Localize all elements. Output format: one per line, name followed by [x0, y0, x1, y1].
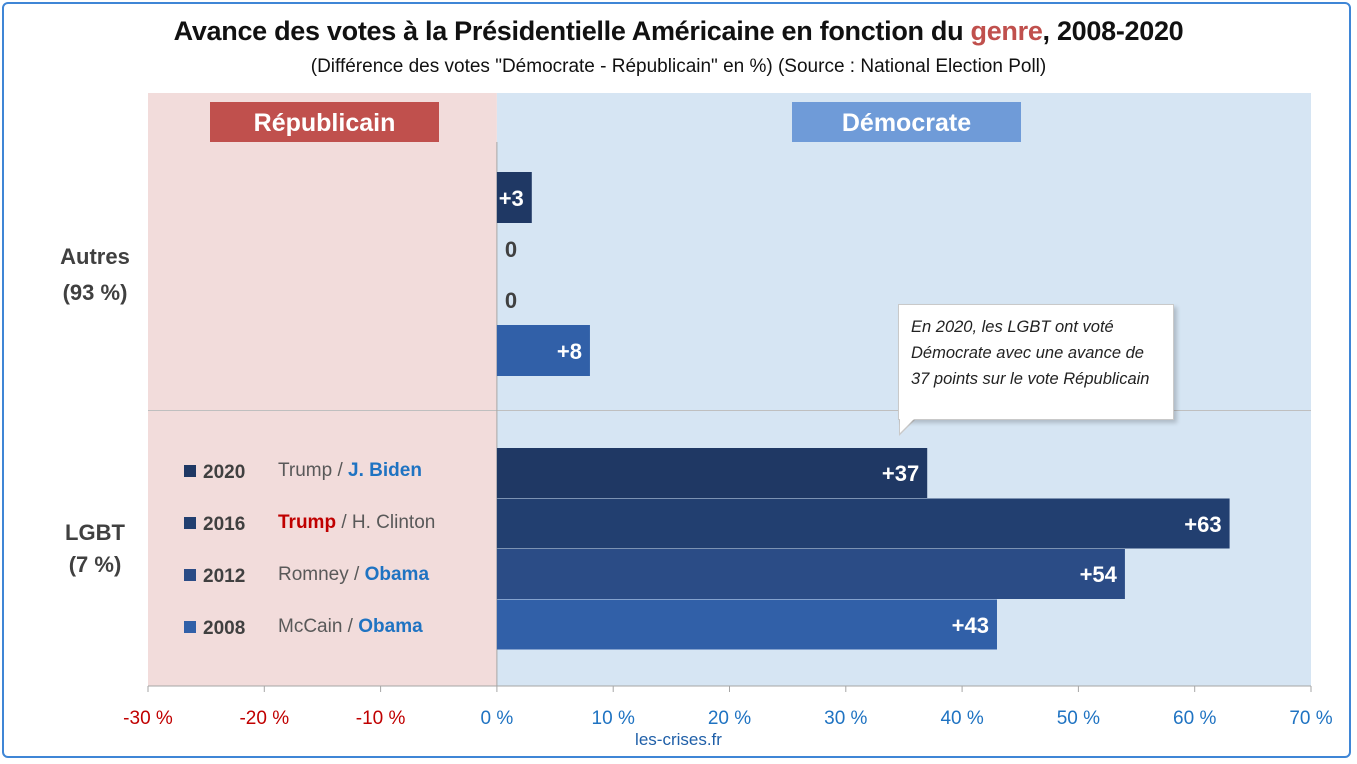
legend-candidates: Trump / H. Clinton	[278, 512, 435, 533]
title-prefix: Avance des votes à la Présidentielle Amé…	[173, 16, 971, 46]
legend-dem-winner: Obama	[365, 564, 430, 585]
data-label: +8	[557, 339, 582, 364]
legend-separator: /	[332, 460, 348, 481]
legend-separator: /	[349, 564, 365, 585]
bar-lgbt-2012	[496, 549, 1125, 599]
legend-year: 2016	[203, 514, 245, 535]
x-tick-label: 0 %	[481, 708, 514, 729]
legend-rep: Romney	[278, 564, 349, 585]
x-tick-label: -20 %	[239, 708, 289, 729]
callout-box: En 2020, les LGBT ont voté Démocrate ave…	[898, 304, 1174, 420]
bar-autres-2008	[496, 325, 590, 376]
legend-rep-winner: Trump	[278, 512, 336, 533]
legend-year: 2020	[203, 462, 245, 483]
x-tick-label: 50 %	[1057, 708, 1100, 729]
bar-autres-2020	[496, 172, 532, 223]
legend-swatch-2020	[184, 465, 196, 477]
title-suffix: , 2008-2020	[1042, 16, 1184, 46]
x-tick-label: -30 %	[123, 708, 173, 729]
democrat-header	[792, 102, 1021, 142]
x-tick-label: 60 %	[1173, 708, 1216, 729]
title-highlight: genre	[970, 16, 1043, 46]
legend-dem: H. Clinton	[352, 512, 435, 533]
data-label: +43	[952, 613, 989, 638]
x-tick-label: 10 %	[592, 708, 635, 729]
legend-swatch-2016	[184, 517, 196, 529]
legend-separator: /	[342, 616, 358, 637]
x-tick-label: 70 %	[1289, 708, 1332, 729]
legend-dem-winner: J. Biden	[348, 460, 422, 481]
category-share: (7 %)	[69, 552, 122, 577]
democrat-header-label: Démocrate	[842, 109, 971, 137]
chart-subtitle: (Différence des votes "Démocrate - Répub…	[310, 56, 1047, 77]
data-label: 0	[505, 288, 517, 313]
republican-header	[210, 102, 439, 142]
legend-swatch-2012	[184, 569, 196, 581]
chart-title: Avance des votes à la Présidentielle Amé…	[0, 16, 1357, 47]
legend-rep: Trump	[278, 460, 332, 481]
data-label: +54	[1080, 562, 1118, 587]
legend-candidates: McCain / Obama	[278, 616, 423, 637]
data-label: 0	[505, 237, 517, 262]
legend-dem-winner: Obama	[358, 616, 423, 637]
callout-tail	[900, 419, 914, 433]
bar-lgbt-2016	[496, 498, 1230, 549]
data-label: +37	[882, 461, 919, 486]
bar-lgbt-2020	[496, 448, 928, 498]
bar-lgbt-2008	[496, 599, 997, 650]
category-share: (93 %)	[63, 280, 128, 305]
legend-year: 2008	[203, 618, 245, 639]
republican-zone	[148, 93, 497, 686]
x-tick-label: 20 %	[708, 708, 751, 729]
legend-swatch-2008	[184, 621, 196, 633]
category-label: Autres	[60, 244, 130, 269]
legend-rep: McCain	[278, 616, 342, 637]
x-tick-label: -10 %	[356, 708, 406, 729]
source-footer: les-crises.fr	[635, 730, 722, 749]
category-label: LGBT	[65, 520, 125, 545]
x-tick-label: 40 %	[940, 708, 983, 729]
data-label: +3	[499, 186, 524, 211]
x-tick-label: 30 %	[824, 708, 867, 729]
legend-year: 2012	[203, 566, 245, 587]
legend-candidates: Trump / J. Biden	[278, 460, 422, 481]
data-label: +63	[1184, 512, 1221, 537]
legend-separator: /	[336, 512, 352, 533]
legend-candidates: Romney / Obama	[278, 564, 429, 585]
republican-header-label: Républicain	[254, 109, 396, 137]
